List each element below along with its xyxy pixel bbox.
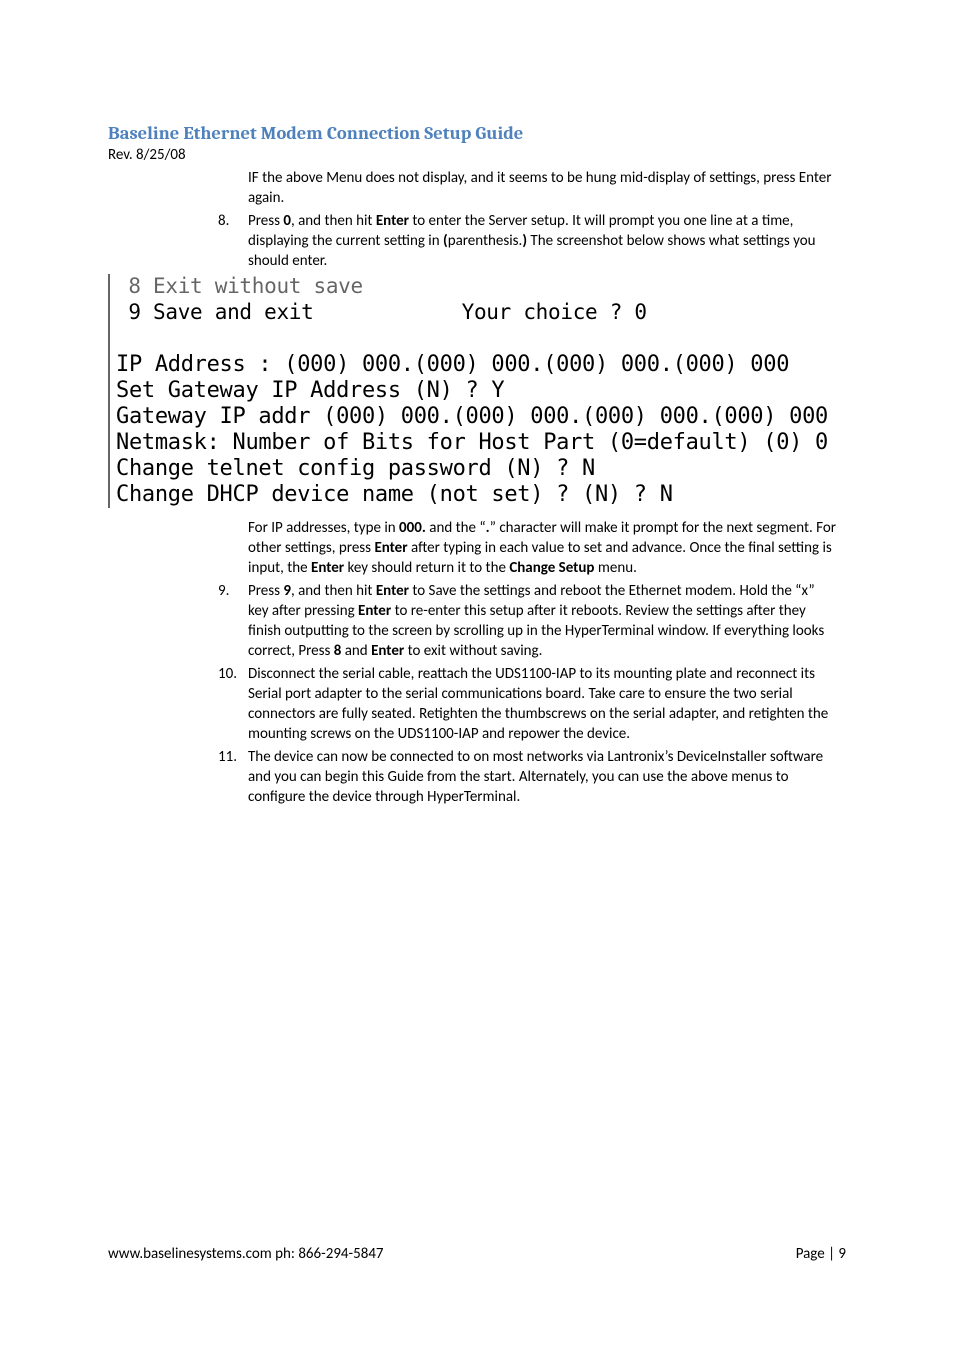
footer-left: www.baselinesystems.com ph: 866-294-5847 (108, 1245, 384, 1263)
text: Press (248, 582, 283, 600)
text: , and then hit (291, 582, 376, 600)
text: The device can now be connected to on mo… (248, 748, 823, 807)
text: to exit without saving. (404, 642, 542, 660)
text: menu. (595, 559, 637, 577)
bold: Enter (374, 539, 407, 557)
bold: 000. (399, 519, 426, 537)
terminal-line: Netmask: Number of Bits for Host Part (0… (116, 430, 828, 455)
text: key should return it to the (344, 559, 509, 577)
bold: Change Setup (509, 559, 594, 577)
revision-line: Rev. 8/25/08 (108, 146, 846, 164)
list-number: 10. (218, 664, 237, 684)
text: For IP addresses, type in (248, 519, 399, 537)
footer-page-number: Page | 9 (796, 1245, 846, 1263)
step-text: parenthesis. (448, 232, 523, 250)
body-after-terminal: For IP addresses, type in 000. and the “… (218, 518, 836, 808)
step-text: , and then hit (291, 212, 376, 230)
pre-terminal-note: IF the above Menu does not display, and … (218, 168, 836, 209)
terminal-screenshot: 8 Exit without save 9 Save and exit Your… (108, 274, 846, 508)
bold: Enter (376, 212, 409, 230)
bold: 0 (283, 212, 291, 230)
step-9: 9. Press 9, and then hit Enter to Save t… (218, 581, 836, 662)
text: and the “ (426, 519, 486, 537)
text: Disconnect the serial cable, reattach th… (248, 665, 828, 744)
step-10: 10. Disconnect the serial cable, reattac… (218, 664, 836, 745)
terminal-line: Change DHCP device name (not set) ? (N) … (116, 482, 673, 507)
list-number: 11. (218, 747, 237, 767)
terminal-line: Change telnet config password (N) ? N (116, 456, 595, 481)
terminal-line: 9 Save and exit Your choice ? 0 (116, 300, 647, 324)
terminal-line: Set Gateway IP Address (N) ? Y (116, 378, 504, 403)
page-footer: www.baselinesystems.com ph: 866-294-5847… (108, 1245, 846, 1263)
text: and (341, 642, 371, 660)
terminal-line: IP Address : (000) 000.(000) 000.(000) 0… (116, 352, 789, 377)
page-title: Baseline Ethernet Modem Connection Setup… (108, 122, 846, 144)
bold: 9 (283, 582, 291, 600)
bold: Enter (358, 602, 391, 620)
list-number: 9. (218, 581, 229, 601)
bold: Enter (376, 582, 409, 600)
post-terminal-para: For IP addresses, type in 000. and the “… (218, 518, 836, 579)
step-8: 8. Press 0, and then hit Enter to enter … (218, 211, 836, 272)
list-number: 8. (218, 211, 229, 231)
bold: Enter (371, 642, 404, 660)
bold: Enter (311, 559, 344, 577)
body-before-terminal: IF the above Menu does not display, and … (218, 168, 836, 271)
terminal-line: Gateway IP addr (000) 000.(000) 000.(000… (116, 404, 828, 429)
step-11: 11. The device can now be connected to o… (218, 747, 836, 808)
terminal-line: 8 Exit without save (116, 274, 363, 298)
step-text: Press (248, 212, 283, 230)
